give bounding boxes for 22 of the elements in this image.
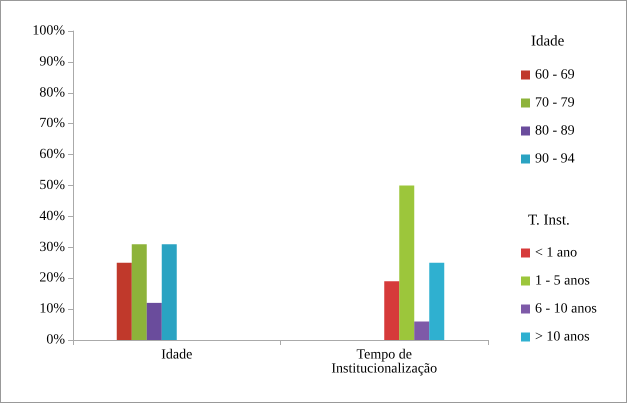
- legend-label: 80 - 89: [535, 124, 575, 138]
- text: T. Inst.: [528, 212, 570, 228]
- y-tick-label: 40%: [39, 208, 66, 224]
- y-tick-label: 100%: [32, 24, 66, 38]
- legend-label: 60 - 69: [535, 68, 575, 82]
- y-tick-label: 80%: [39, 85, 66, 100]
- y-tick-label: 10%: [39, 302, 66, 317]
- y-tick-label: 50%: [39, 178, 66, 193]
- y-tick-label: 70%: [39, 116, 66, 132]
- legend-label: 6 - 10 anos: [535, 302, 597, 316]
- x-tick-label: Tempo de Institucionalização: [331, 348, 438, 376]
- legend-label: 70 - 79: [535, 96, 575, 110]
- y-tick-label: 90%: [39, 54, 66, 70]
- legend-label: > 10 anos: [535, 330, 590, 344]
- y-tick-label: 60%: [39, 147, 66, 162]
- legend-label: 1 - 5 anos: [535, 274, 590, 288]
- legend-title: Idade: [531, 34, 565, 50]
- y-tick-label: 30%: [39, 240, 66, 255]
- y-tick-label: 0%: [46, 332, 66, 348]
- y-tick-label: 20%: [39, 270, 66, 286]
- legend-label: 90 - 94: [535, 152, 575, 166]
- legend-label: < 1 ano: [535, 246, 578, 260]
